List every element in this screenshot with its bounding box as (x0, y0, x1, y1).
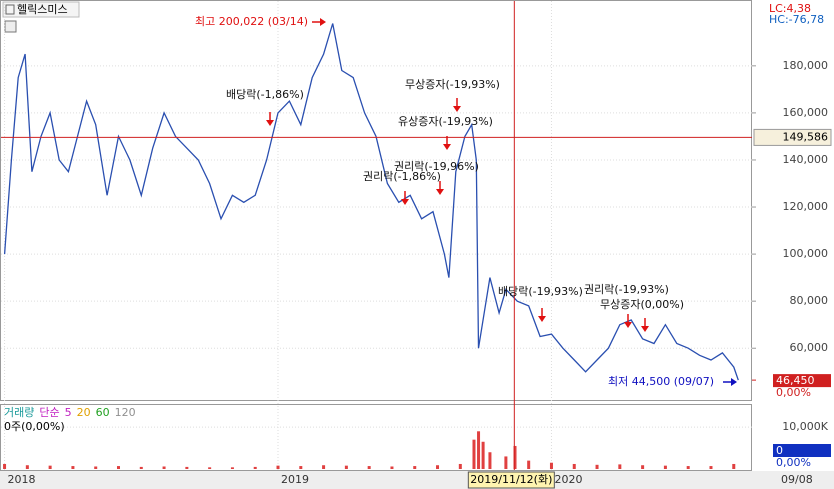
x-tick-label: 2018 (8, 473, 36, 486)
annotation-arrow-head (436, 189, 444, 195)
volume-bar (732, 463, 736, 469)
annotation: 배당락(-1,86%) (226, 88, 304, 101)
legend-entry: 단순 (39, 406, 59, 419)
annotation-arrow-head (266, 120, 274, 126)
volume-bar (504, 456, 508, 469)
crosshair-y-label: 149,586 (783, 130, 829, 143)
legend-entry: 60 (96, 406, 110, 419)
volume-bar (686, 466, 690, 469)
volume-bar (413, 466, 417, 469)
volume-bar (572, 463, 576, 469)
volume-bar (322, 465, 326, 469)
annotation: 무상증자(0,00%) (600, 298, 684, 311)
title-icon (5, 4, 15, 15)
volume-panel (0, 404, 752, 471)
volume-bar (116, 466, 120, 469)
annotation: 권리락(-1,86%) (363, 170, 441, 183)
volume-last-box (773, 444, 831, 457)
volume-bar (436, 465, 440, 469)
volume-info: 0주(0,00%) (4, 420, 65, 433)
volume-bar (663, 465, 667, 469)
volume-bar (513, 445, 517, 469)
annotation: 권리락(-19,93%) (584, 283, 669, 296)
annotation: 유상증자(-19,93%) (398, 115, 493, 128)
volume-bar (139, 466, 143, 469)
volume-bar (208, 467, 212, 469)
volume-bar (230, 467, 234, 469)
volume-bar (488, 452, 492, 469)
volume-bar (3, 463, 7, 469)
chart-title: 헬릭스미스 (17, 3, 68, 16)
y-tick-label: 60,000 (790, 341, 829, 354)
x-tick-label: 2019 (281, 473, 309, 486)
title-box (2, 1, 80, 18)
volume-bar (595, 464, 599, 469)
price-change: 0,00% (776, 386, 811, 399)
volume-change: 0,00% (776, 456, 811, 469)
legend-entry: 120 (115, 406, 136, 419)
volume-bar (71, 466, 75, 469)
legend-entry: 20 (77, 406, 91, 419)
x-tick-label: 2020 (554, 473, 582, 486)
annotation-arrow-head (624, 322, 632, 328)
y-tick-label: 140,000 (783, 153, 829, 166)
price-panel (0, 0, 752, 401)
volume-bar (481, 441, 485, 469)
annotation-arrow-head (443, 144, 451, 150)
volume-bar (390, 466, 394, 469)
volume-bar (472, 439, 476, 469)
x-axis-strip (0, 471, 834, 489)
volume-bar (25, 465, 29, 469)
volume-bar (94, 466, 98, 469)
y-tick-label: 10,000K (782, 420, 828, 433)
annotation-arrow-head (641, 326, 649, 332)
lc-label: LC:4,38 (769, 2, 811, 15)
annotation: 배당락(-19,93%) (498, 285, 583, 298)
hc-label: HC:-76,78 (769, 13, 824, 26)
annotation-arrow-head (453, 106, 461, 112)
annotation-arrow-head (320, 18, 326, 26)
crosshair-y-box (753, 128, 832, 146)
y-tick-label: 80,000 (790, 294, 829, 307)
x-tick-label: 09/08 (781, 473, 813, 486)
crosshair-x-box (467, 471, 555, 489)
volume-bar (299, 466, 303, 469)
volume-last-label: 0 (776, 444, 783, 457)
crosshair-x-label: 2019/11/12(화) (470, 473, 552, 486)
annotation: 최저 44,500 (09/07) (608, 375, 714, 388)
annotation: 무상증자(-19,93%) (405, 78, 500, 91)
price-line (3, 23, 739, 381)
volume-bar (709, 466, 713, 469)
volume-bar (253, 466, 257, 469)
legend-entry: 거래량 (4, 406, 34, 419)
annotation: 최고 200,022 (03/14) (195, 15, 308, 28)
y-tick-label: 180,000 (783, 59, 829, 72)
annotation-arrow-head (401, 199, 409, 205)
y-tick-label: 120,000 (783, 200, 829, 213)
volume-bar (185, 466, 189, 469)
volume-bar (367, 466, 371, 469)
annotation-arrow-head (538, 316, 546, 322)
y-tick-label: 160,000 (783, 106, 829, 119)
volume-bar (48, 465, 52, 469)
volume-bar (527, 460, 531, 469)
volume-bar (549, 462, 553, 469)
volume-bar (344, 465, 348, 469)
y-tick-label: 100,000 (783, 247, 829, 260)
volume-bar (458, 463, 462, 469)
volume-bar (641, 465, 645, 469)
last-price-box (773, 374, 831, 388)
grid-icon (4, 20, 17, 33)
volume-bar (162, 466, 166, 469)
legend-entry: 5 (65, 406, 72, 419)
volume-bar (276, 465, 280, 469)
annotation-arrow-head (731, 378, 737, 386)
annotation: 권리락(-19,96%) (394, 160, 479, 173)
last-price-label: 46,450 (776, 374, 815, 387)
volume-bar (477, 431, 481, 469)
volume-bar (618, 464, 622, 469)
